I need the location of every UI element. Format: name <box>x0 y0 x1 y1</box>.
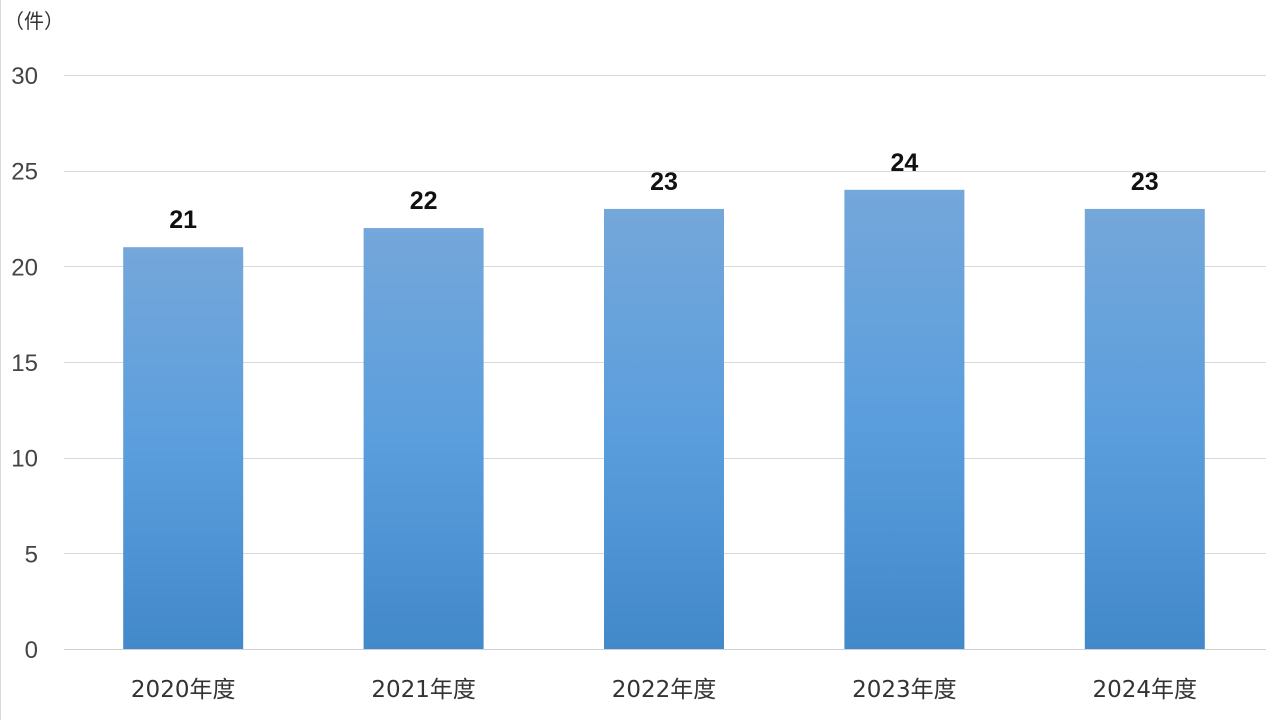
data-label: 23 <box>650 168 678 196</box>
data-label: 24 <box>890 149 918 177</box>
x-axis-categories: 2020年度 2021年度 2022年度 2023年度 2024年度 <box>131 677 1197 703</box>
y-axis-ticks: 0 5 10 15 20 25 30 <box>11 63 38 664</box>
x-category-label: 2023年度 <box>852 677 957 703</box>
bar <box>123 247 244 649</box>
y-tick-label: 10 <box>11 446 38 473</box>
data-label: 23 <box>1131 168 1159 196</box>
y-tick-label: 5 <box>25 541 38 568</box>
x-category-label: 2022年度 <box>612 677 717 703</box>
y-tick-label: 20 <box>11 254 38 281</box>
data-labels: 21 22 23 24 23 <box>169 149 1158 234</box>
bar <box>604 208 724 649</box>
y-tick-label: 30 <box>11 63 38 90</box>
x-category-label: 2024年度 <box>1093 677 1198 703</box>
bar <box>844 189 965 650</box>
y-tick-label: 15 <box>11 350 38 377</box>
y-axis-unit-label: （件） <box>4 9 64 33</box>
bars <box>123 189 1205 650</box>
bar <box>363 228 484 650</box>
y-tick-label: 25 <box>11 159 38 186</box>
data-label: 22 <box>410 187 438 215</box>
bar <box>1084 208 1205 649</box>
data-label: 21 <box>169 206 197 234</box>
x-category-label: 2020年度 <box>131 677 236 703</box>
x-category-label: 2021年度 <box>371 677 476 703</box>
y-tick-label: 0 <box>25 637 38 664</box>
